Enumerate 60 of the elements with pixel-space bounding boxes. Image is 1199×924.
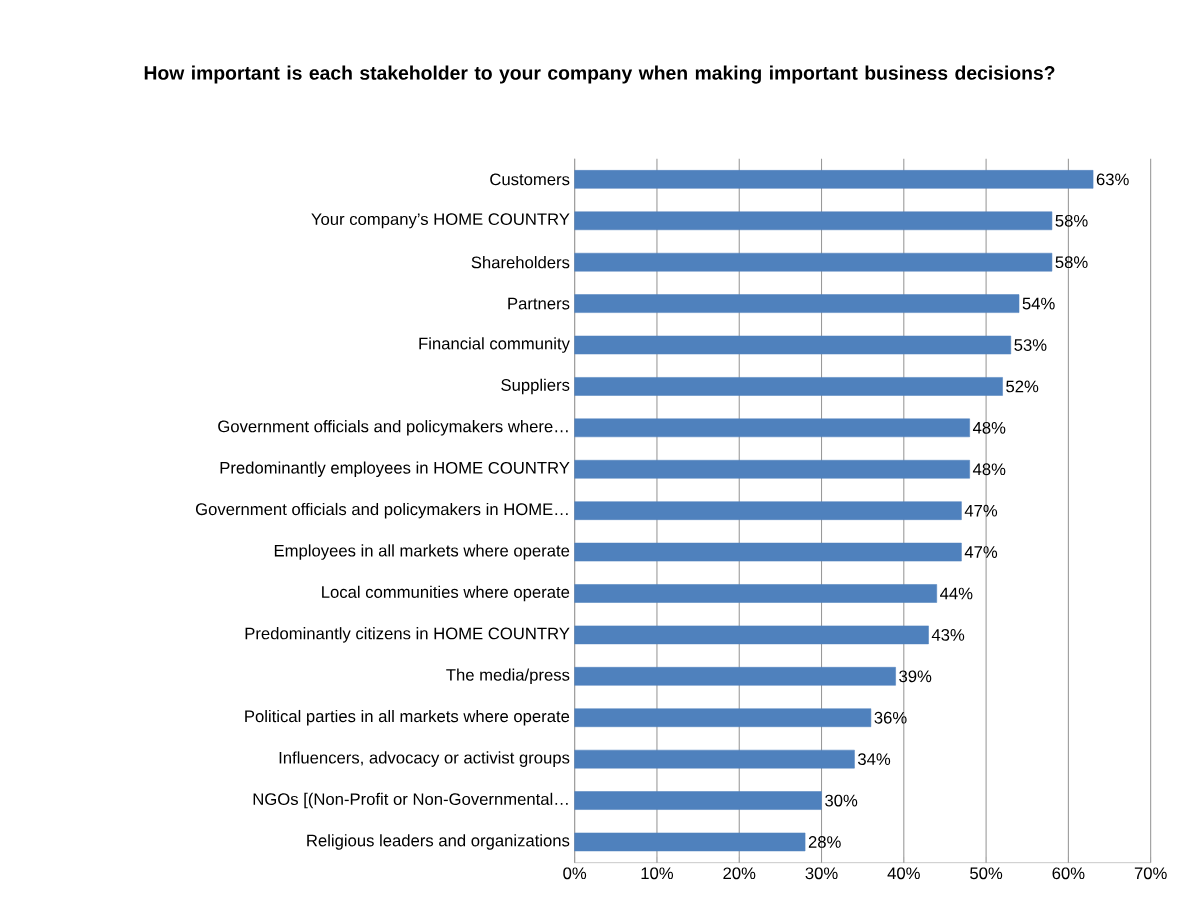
x-tick-label: 0% (563, 867, 587, 880)
data-label: 47% (964, 546, 998, 558)
bar (574, 708, 872, 727)
bar (574, 832, 806, 852)
data-label: 58% (1055, 214, 1088, 227)
data-label: 34% (858, 753, 891, 766)
bar (574, 211, 1053, 231)
data-label: 48% (972, 421, 1006, 434)
x-tick-label: 70% (1134, 867, 1167, 880)
y-tick-label: Predominantly employees in HOME COUNTRY (220, 461, 570, 478)
bar (574, 170, 1094, 189)
y-tick-label: Customers (490, 173, 570, 186)
bar (574, 542, 962, 562)
y-tick-label: The media/press (446, 668, 570, 685)
data-label: 43% (931, 629, 965, 641)
data-label: 53% (1014, 339, 1047, 351)
x-tick-label: 60% (1052, 867, 1085, 880)
bar (574, 749, 855, 769)
data-label: 47% (964, 504, 998, 517)
bar (574, 377, 1003, 396)
y-tick-label: Religious leaders and organizations (307, 834, 570, 850)
data-label: 44% (940, 587, 973, 600)
data-label: 52% (1006, 380, 1039, 393)
bar (574, 418, 970, 438)
y-tick-label: Predominantly citizens in HOME COUNTRY (245, 627, 570, 643)
y-tick-label: Partners (508, 297, 570, 310)
y-tick-label: Government officials and policymakers where… (218, 420, 568, 436)
x-tick-label: 40% (887, 867, 920, 880)
y-tick-label: Government officials and policymakers in HOME… (195, 502, 568, 519)
y-tick-label: Influencers, advocacy or activist groups (279, 751, 570, 767)
bar (574, 335, 1012, 355)
bar (574, 294, 1020, 313)
y-tick-label: Suppliers (501, 378, 570, 395)
bar (574, 252, 1053, 272)
data-label: 58% (1055, 256, 1088, 269)
data-label: 30% (825, 794, 858, 807)
y-tick-label: Employees in all markets where operate (274, 544, 570, 560)
bar (574, 667, 896, 686)
data-label: 48% (972, 463, 1006, 476)
data-label: 36% (874, 711, 907, 724)
chart-title: How important is each stakeholder to your company when making important business decisions? (144, 65, 1055, 84)
x-tick-label: 50% (970, 867, 1003, 880)
x-tick-label: 30% (805, 867, 838, 880)
x-tick-label: 10% (641, 867, 674, 880)
bar (574, 501, 962, 520)
y-tick-label: NGOs [(Non-Profit or Non-Governmental… (253, 792, 568, 809)
bar (574, 584, 937, 603)
data-label: 54% (1022, 297, 1055, 310)
y-tick-label: Political parties in all markets where operate (245, 709, 570, 726)
bar (574, 791, 822, 810)
data-label: 39% (899, 670, 932, 683)
x-tick-label: 20% (723, 867, 756, 880)
bar (574, 625, 929, 645)
data-label: 63% (1096, 173, 1129, 186)
y-tick-label: Your company’s HOME COUNTRY (311, 213, 570, 229)
data-label: 28% (808, 836, 841, 848)
y-tick-label: Local communities where operate (322, 585, 570, 602)
y-tick-label: Shareholders (471, 256, 570, 269)
bar (574, 459, 970, 479)
y-tick-label: Financial community (419, 337, 570, 353)
